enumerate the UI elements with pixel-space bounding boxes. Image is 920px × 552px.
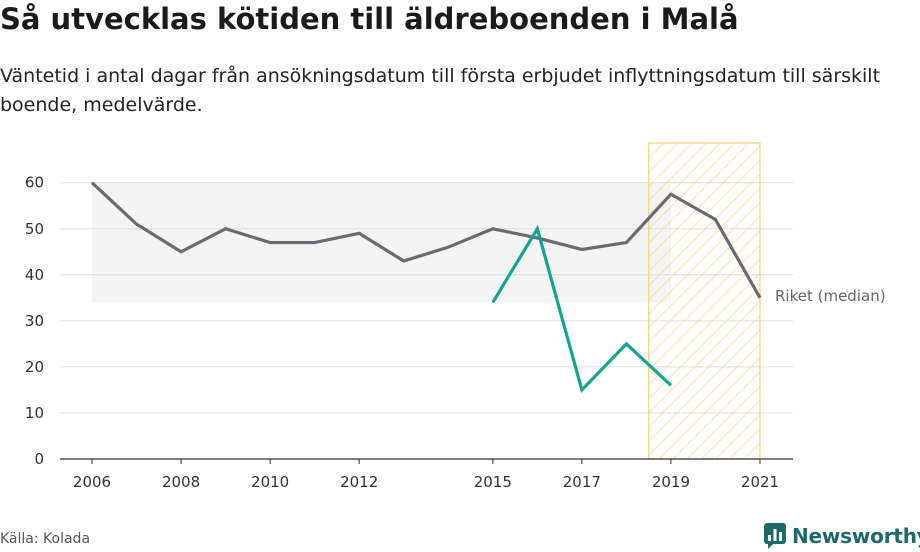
- x-tick-label: 2012: [340, 473, 378, 491]
- brand-logo: Newsworthy: [764, 520, 920, 552]
- y-tick-label: 10: [25, 404, 44, 422]
- series-lines: [90, 181, 762, 394]
- highlight-region: [648, 142, 761, 460]
- x-tick-label: 2017: [563, 473, 601, 491]
- y-tick-label: 20: [25, 358, 44, 376]
- y-tick-label: 0: [34, 450, 44, 468]
- axes: 0 10 20 30 40 50 60 2006 2008 2010 2012 2015 2017 201…: [25, 174, 793, 491]
- x-tick-label: 2008: [162, 473, 200, 491]
- highlight-hatch: [648, 143, 760, 459]
- y-tick-label: 40: [25, 266, 44, 284]
- series-labels: Riket (median): [775, 287, 886, 305]
- y-tick-label: 50: [25, 220, 44, 238]
- x-tick-label: 2021: [741, 473, 779, 491]
- chart-title: Så utvecklas kötiden till äldreboenden i…: [0, 2, 739, 36]
- y-tick-label: 60: [25, 174, 44, 192]
- bar-chart-bubble-icon: [764, 523, 786, 549]
- riket-line: [90, 181, 762, 299]
- range-band-rect: [92, 182, 671, 303]
- range-band: [92, 182, 671, 303]
- x-tick-label: 2006: [73, 473, 111, 491]
- source-label: Källa: Kolada: [0, 531, 91, 547]
- x-tick-label: 2010: [251, 473, 289, 491]
- x-tick-label: 2019: [652, 473, 690, 491]
- x-tick-label: 2015: [474, 473, 512, 491]
- y-tick-label: 30: [25, 312, 44, 330]
- chart-subtitle: Väntetid i antal dagar från ansökningsda…: [0, 65, 881, 116]
- riket-series-label: Riket (median): [775, 287, 886, 305]
- brand-name: Newsworthy: [792, 524, 920, 548]
